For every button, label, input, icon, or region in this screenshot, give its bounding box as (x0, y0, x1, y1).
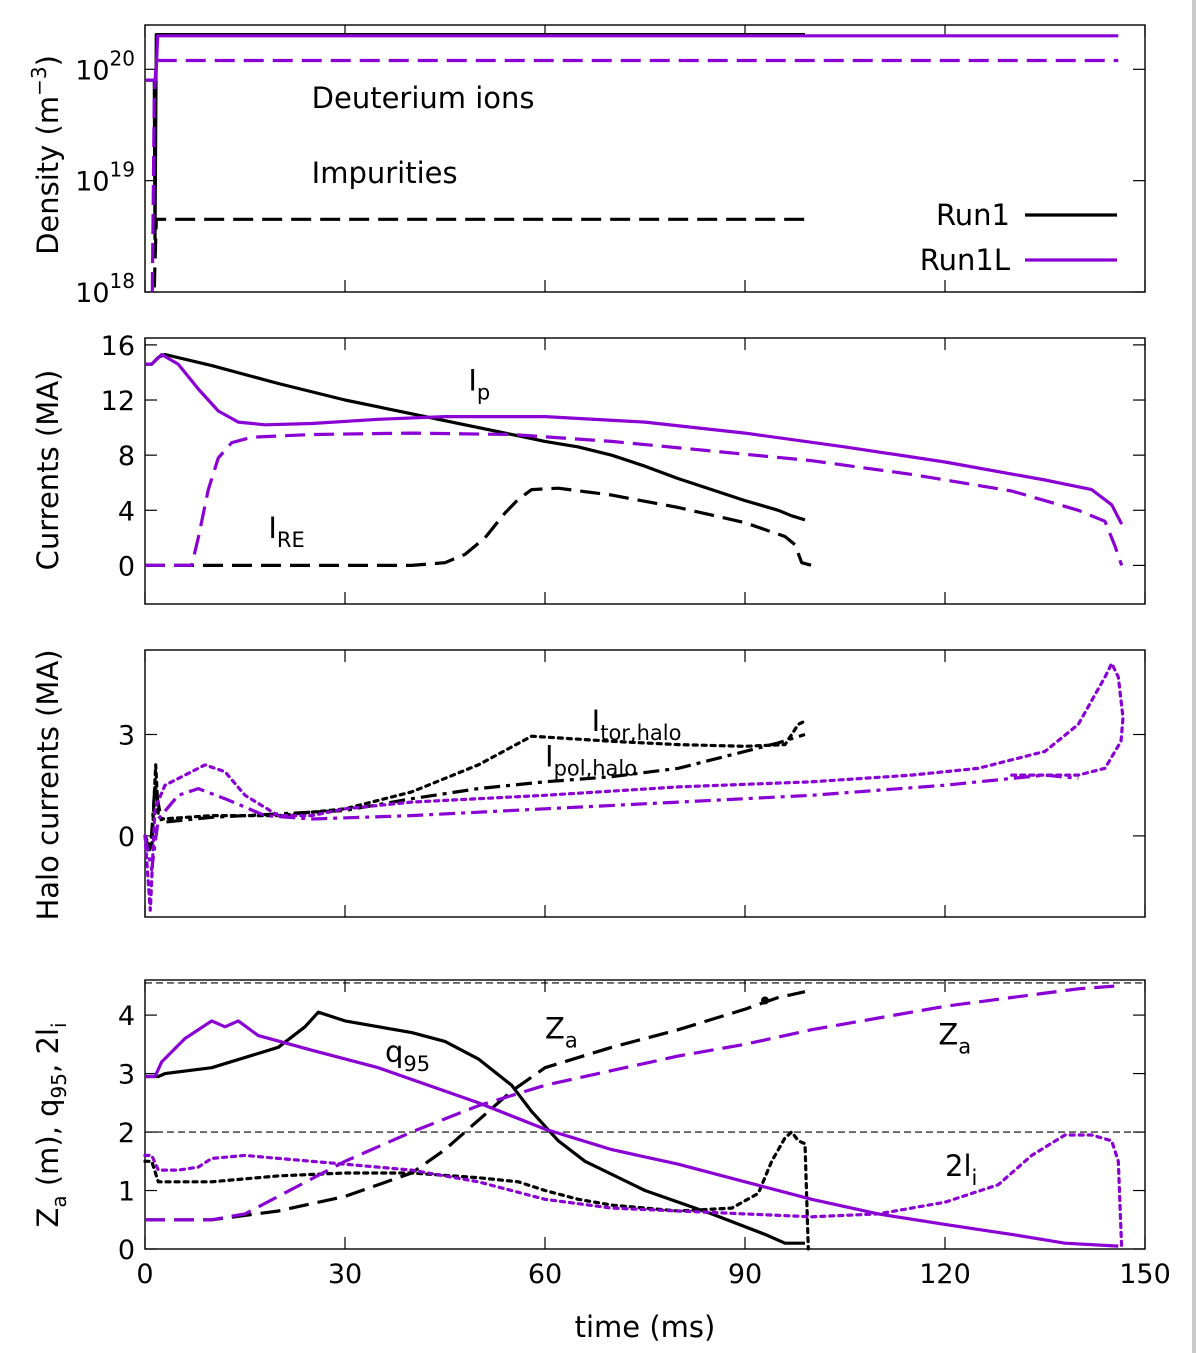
series-line-run1-impurities (152, 217, 805, 288)
annotation-label: Za (545, 1011, 578, 1052)
window-edge (1192, 0, 1196, 1353)
legend-label-run1l: Run1L (920, 243, 1010, 277)
annotation-text: I (268, 511, 277, 545)
annotation-subscript: i (972, 1166, 978, 1190)
series-line-run1-ire (145, 486, 813, 567)
annotation-text: Impurities (312, 156, 458, 190)
y-axis-label-text: Density (m (31, 96, 65, 255)
plot-frame (144, 649, 1146, 918)
annotation-text: Z (938, 1017, 958, 1051)
series-line-run1l-impurities (150, 58, 1119, 293)
x-tick-label: 30 (328, 1259, 362, 1290)
annotation-subscript: p (477, 380, 490, 404)
annotation-label: Ipol,halo (545, 740, 637, 781)
series-line-run1-itor-halo (143, 719, 807, 851)
y-tick-label-exponent: 20 (110, 46, 135, 70)
series-line-run1l-ire (145, 431, 1124, 567)
annotation-text: I (468, 363, 477, 397)
plot-frame (144, 24, 1146, 293)
series-line-run1l-deuterium (145, 34, 1119, 82)
y-axis-label-exponent: −3 (27, 66, 51, 95)
series-line-run1-ip (145, 352, 806, 522)
annotation-label: Impurities (312, 156, 458, 190)
y-tick-label: 1 (118, 1177, 135, 1208)
plot-frame (144, 979, 1146, 1250)
series-line-run1-ipol-halo (143, 732, 806, 855)
annotation-subscript: 95 (403, 1052, 430, 1076)
y-tick-label: 12 (101, 386, 135, 417)
y-tick-label-base: 10 (75, 55, 109, 86)
y-tick-label: 2 (118, 1118, 135, 1149)
annotation-subscript: a (958, 1034, 971, 1058)
annotation-label: 2li (945, 1149, 977, 1190)
y-tick-label-base: 10 (75, 167, 109, 198)
y-tick-label: 4 (118, 1001, 135, 1032)
annotation-label: Ip (468, 363, 490, 404)
annotation-label: Za (938, 1017, 971, 1058)
series-marker-run1-za (761, 996, 769, 1005)
y-axis-label: Currents (MA) (31, 370, 65, 571)
series-line-run1l-ipol-halo (143, 773, 1079, 872)
y-axis-label-text: ) (31, 55, 65, 66)
y-tick-label: 8 (118, 441, 135, 472)
y-tick-label-exponent: 18 (110, 269, 135, 293)
series-line-run1l-q95 (145, 1019, 1119, 1248)
y-axis-label: Halo currents (MA) (31, 649, 65, 920)
x-tick-label: 0 (136, 1259, 153, 1290)
annotation-text: I (592, 704, 601, 738)
x-tick-label: 120 (919, 1259, 971, 1290)
y-tick-label: 1019 (75, 158, 135, 198)
annotation-text: Z (545, 1011, 565, 1045)
y-tick-label: 0 (118, 1235, 135, 1266)
series-line-run1l-za (145, 984, 1119, 1222)
y-tick-label: 4 (118, 496, 135, 527)
y-axis-label-text: (m), q (31, 1098, 65, 1195)
series-line-run1-2li (143, 1130, 810, 1251)
annotation-subscript: RE (277, 528, 305, 552)
y-axis-label-text: i (47, 1022, 71, 1028)
x-tick-label: 60 (528, 1259, 562, 1290)
annotation-text: 2l (945, 1149, 972, 1183)
annotation-text: I (545, 740, 554, 774)
y-axis-label: Density (m−3) (27, 55, 65, 255)
annotation-subscript: pol,halo (554, 757, 638, 781)
x-axis-label: time (ms) (575, 1310, 716, 1344)
y-tick-label: 1020 (75, 46, 135, 86)
y-axis-label-text: 95 (47, 1073, 71, 1098)
series-line-run1l-ip (145, 352, 1124, 525)
annotation-text: Deuterium ions (312, 81, 535, 115)
annotation-subscript: tor,halo (600, 721, 681, 745)
x-tick-label: 90 (728, 1259, 762, 1290)
x-tick-label: 150 (1119, 1259, 1171, 1290)
annotation-label: Deuterium ions (312, 81, 535, 115)
legend-label-run1: Run1 (936, 198, 1010, 232)
y-tick-label: 0 (118, 822, 135, 853)
annotation-label: IRE (268, 511, 304, 552)
plot-frame (144, 337, 1146, 605)
y-tick-label: 16 (101, 331, 135, 362)
y-tick-label: 3 (118, 1060, 135, 1091)
y-tick-label: 3 (118, 720, 135, 751)
annotation-text: q (385, 1035, 403, 1069)
y-axis-label-text: a (47, 1195, 71, 1207)
annotation-label: q95 (385, 1035, 430, 1076)
y-tick-label: 0 (118, 551, 135, 582)
series-line-run1l-2li (143, 1133, 1124, 1251)
annotation-label: Itor,halo (592, 704, 682, 745)
annotation-subscript: a (565, 1028, 578, 1052)
y-tick-label: 1018 (75, 269, 135, 309)
series-line-run1-deuterium (145, 33, 805, 241)
series-line-run1l-itor-halo (143, 661, 1125, 912)
y-axis-label: Za (m), q95, 2li (31, 1022, 71, 1227)
y-axis-label-text: , 2l (31, 1028, 65, 1073)
y-tick-label-base: 10 (75, 278, 109, 309)
y-axis-label-text: Z (31, 1208, 65, 1228)
y-tick-label-exponent: 19 (110, 158, 135, 182)
